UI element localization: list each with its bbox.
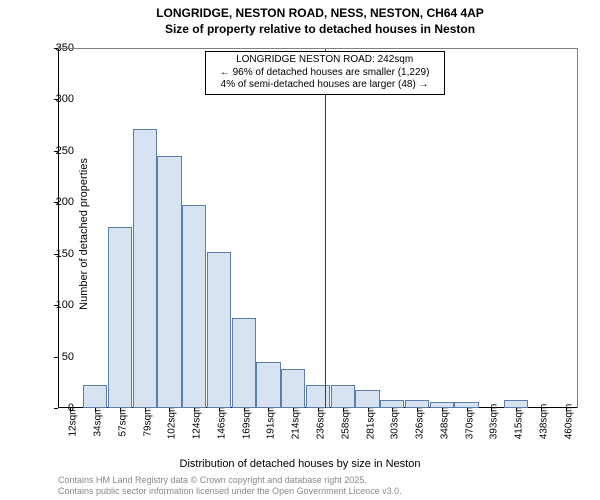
chart-container: LONGRIDGE, NESTON ROAD, NESS, NESTON, CH… xyxy=(0,6,600,500)
annotation-line1: LONGRIDGE NESTON ROAD: 242sqm xyxy=(211,54,439,67)
bar xyxy=(157,156,181,408)
bar xyxy=(454,402,478,408)
bar xyxy=(133,129,157,408)
annotation-box: LONGRIDGE NESTON ROAD: 242sqm ← 96% of d… xyxy=(205,51,445,95)
bar xyxy=(430,402,454,408)
x-tick-mark xyxy=(169,408,170,412)
x-tick-mark xyxy=(219,408,220,412)
bar xyxy=(83,385,107,408)
x-tick-mark xyxy=(343,408,344,412)
x-tick-mark xyxy=(566,408,567,412)
chart-title-block: LONGRIDGE, NESTON ROAD, NESS, NESTON, CH… xyxy=(40,6,600,36)
x-tick-mark xyxy=(491,408,492,412)
x-tick-mark xyxy=(95,408,96,412)
bar xyxy=(306,385,330,408)
plot-area: LONGRIDGE NESTON ROAD: 242sqm ← 96% of d… xyxy=(58,48,578,408)
footer-text: Contains HM Land Registry data © Crown c… xyxy=(58,475,402,497)
x-tick-mark xyxy=(467,408,468,412)
bar xyxy=(504,400,528,408)
footer-line2: Contains public sector information licen… xyxy=(58,486,402,497)
bar xyxy=(405,400,429,408)
bar xyxy=(256,362,280,408)
bar xyxy=(108,227,132,408)
bar xyxy=(281,369,305,408)
x-tick-mark xyxy=(318,408,319,412)
reference-line xyxy=(325,49,327,408)
x-tick-mark xyxy=(194,408,195,412)
footer-line1: Contains HM Land Registry data © Crown c… xyxy=(58,475,402,486)
x-tick-mark xyxy=(516,408,517,412)
x-axis-title: Distribution of detached houses by size … xyxy=(0,458,600,470)
y-axis-line xyxy=(58,49,59,408)
bar xyxy=(207,252,231,408)
x-tick-mark xyxy=(368,408,369,412)
annotation-line3: 4% of semi-detached houses are larger (4… xyxy=(211,79,439,92)
x-tick-mark xyxy=(120,408,121,412)
bar xyxy=(232,318,256,409)
x-tick-mark xyxy=(70,408,71,412)
x-tick-mark xyxy=(442,408,443,412)
x-tick-mark xyxy=(293,408,294,412)
title-line2: Size of property relative to detached ho… xyxy=(40,22,600,36)
title-line1: LONGRIDGE, NESTON ROAD, NESS, NESTON, CH… xyxy=(40,6,600,20)
x-tick-mark xyxy=(392,408,393,412)
bar xyxy=(380,400,404,408)
x-tick-mark xyxy=(244,408,245,412)
bar xyxy=(355,390,379,409)
bar xyxy=(331,385,355,408)
annotation-line2: ← 96% of detached houses are smaller (1,… xyxy=(211,67,439,80)
x-tick-mark xyxy=(417,408,418,412)
bar xyxy=(182,205,206,408)
x-tick-mark xyxy=(145,408,146,412)
x-tick-mark xyxy=(541,408,542,412)
x-tick-mark xyxy=(268,408,269,412)
y-tick-mark xyxy=(54,408,58,409)
